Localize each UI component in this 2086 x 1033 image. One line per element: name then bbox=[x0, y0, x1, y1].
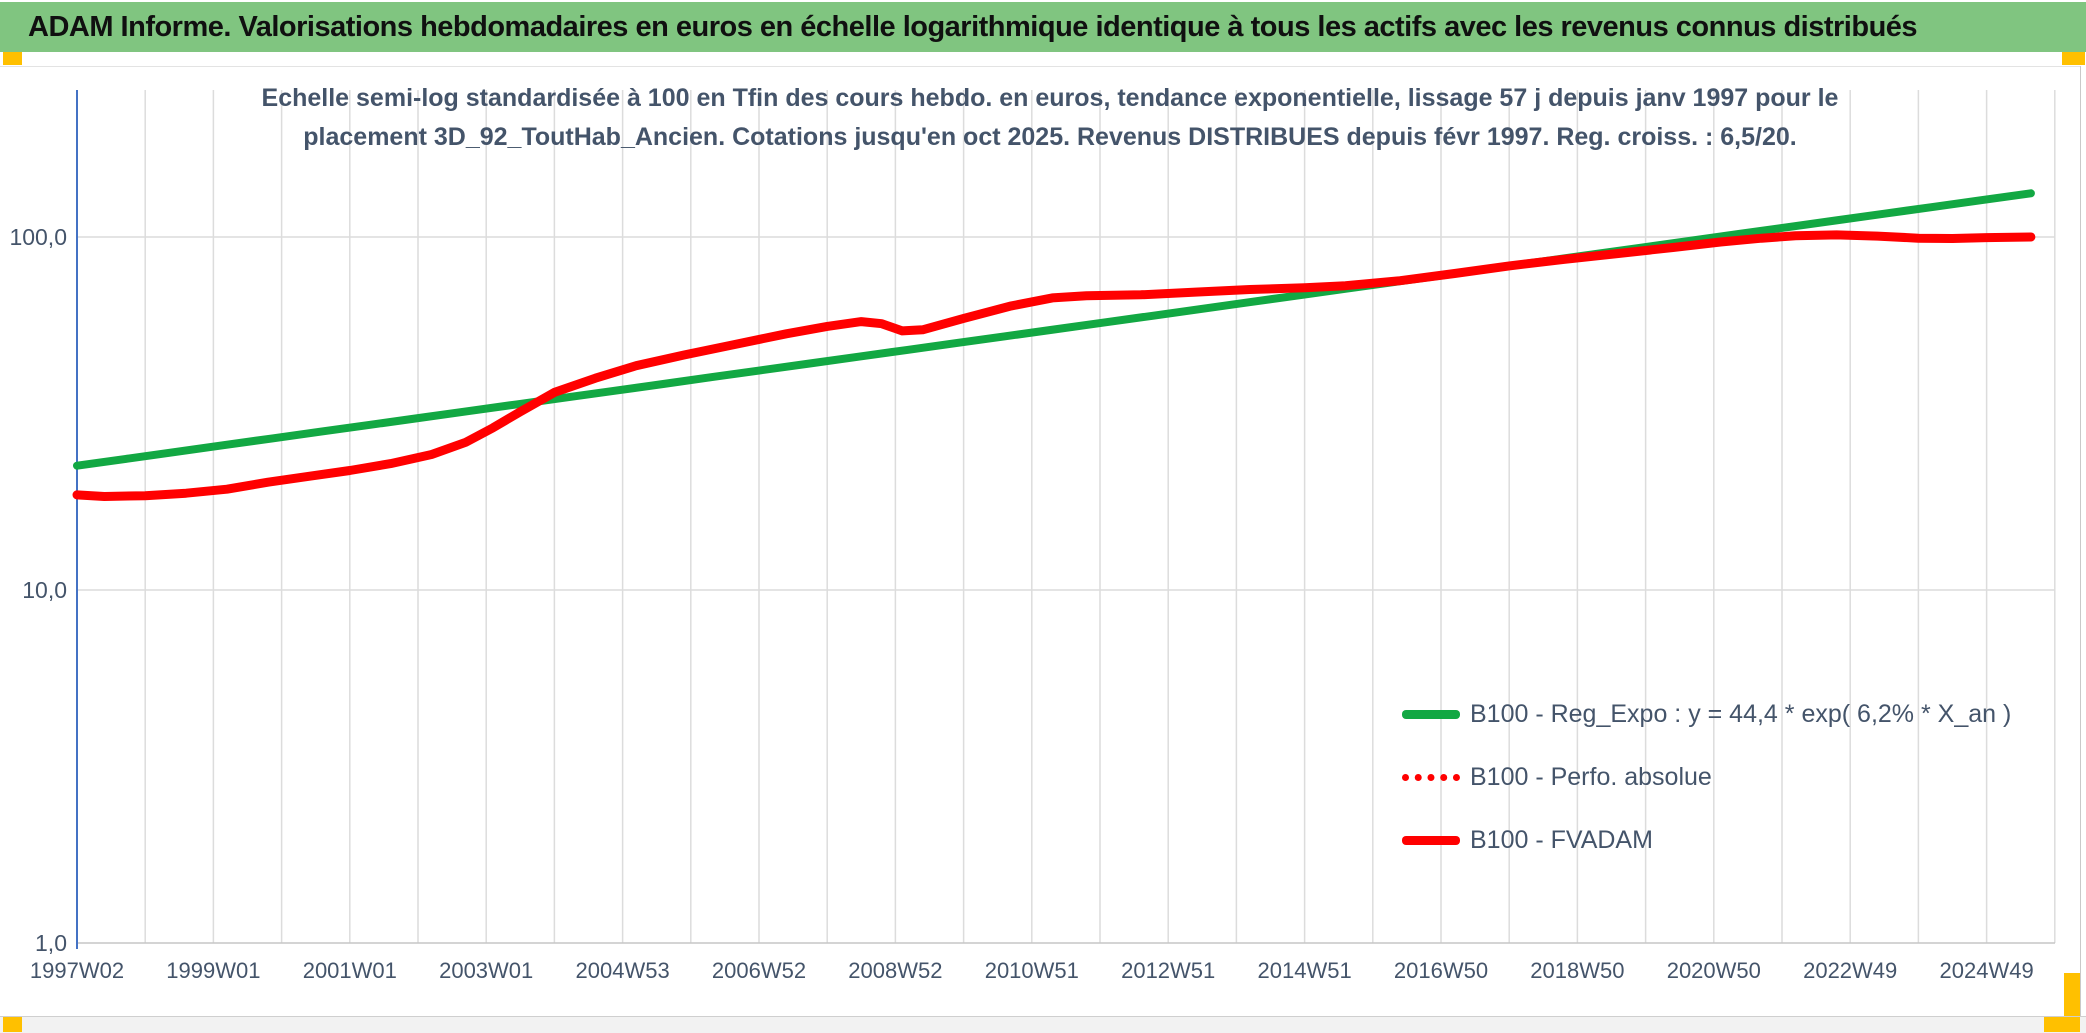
series-b100-reg-expo[interactable] bbox=[73, 189, 2035, 470]
svg-text:2022W49: 2022W49 bbox=[1803, 958, 1897, 983]
y-axis-labels: 100,0 10,0 1,0 bbox=[9, 224, 67, 956]
accent-top-right bbox=[2062, 52, 2085, 65]
svg-text:2014W51: 2014W51 bbox=[1258, 958, 1352, 983]
svg-text:2024W49: 2024W49 bbox=[1940, 958, 2034, 983]
svg-text:2001W01: 2001W01 bbox=[303, 958, 397, 983]
svg-text:2012W51: 2012W51 bbox=[1121, 958, 1215, 983]
svg-text:100,0: 100,0 bbox=[9, 224, 67, 250]
svg-text:1999W01: 1999W01 bbox=[166, 958, 260, 983]
chart-title: Echelle semi-log standardisée à 100 en T… bbox=[70, 79, 2030, 157]
svg-text:2003W01: 2003W01 bbox=[439, 958, 533, 983]
svg-text:2016W50: 2016W50 bbox=[1394, 958, 1488, 983]
svg-text:2020W50: 2020W50 bbox=[1667, 958, 1761, 983]
svg-text:2004W53: 2004W53 bbox=[576, 958, 670, 983]
window-right-border bbox=[2080, 66, 2081, 1016]
series-b100-perfo-absolue[interactable] bbox=[74, 231, 2034, 500]
legend-label: B100 - FVADAM bbox=[1470, 825, 1653, 854]
svg-text:2006W52: 2006W52 bbox=[712, 958, 806, 983]
legend-item[interactable]: B100 - Perfo. absolue bbox=[1402, 756, 2011, 798]
svg-text:2018W50: 2018W50 bbox=[1530, 958, 1624, 983]
series-b100-fvadam[interactable] bbox=[72, 230, 2036, 501]
legend-label: B100 - Reg_Expo : y = 44,4 * exp( 6,2% *… bbox=[1470, 699, 2012, 728]
legend-item[interactable]: B100 - Reg_Expo : y = 44,4 * exp( 6,2% *… bbox=[1402, 693, 2011, 735]
legend-item[interactable]: B100 - FVADAM bbox=[1402, 819, 2011, 861]
accent-bottom-right bbox=[2044, 1017, 2080, 1032]
svg-text:2010W51: 2010W51 bbox=[985, 958, 1079, 983]
svg-text:2008W52: 2008W52 bbox=[848, 958, 942, 983]
scrollbar-thumb[interactable] bbox=[2064, 973, 2080, 1016]
legend-label: B100 - Perfo. absolue bbox=[1470, 762, 1712, 791]
chart-title-line1: Echelle semi-log standardisée à 100 en T… bbox=[261, 84, 1839, 112]
legend-marker-dotted-line bbox=[1402, 773, 1460, 781]
legend-marker-line bbox=[1402, 835, 1460, 845]
x-axis-labels: 1997W02 1999W01 2001W01 2003W01 2004W53 2006W… bbox=[30, 958, 2034, 983]
chart-title-line2: placement 3D_92_ToutHab_Ancien. Cotation… bbox=[303, 123, 1797, 151]
svg-text:1997W02: 1997W02 bbox=[30, 958, 124, 983]
legend-marker-line bbox=[1402, 709, 1460, 719]
svg-text:1,0: 1,0 bbox=[35, 930, 67, 956]
legend: B100 - Reg_Expo : y = 44,4 * exp( 6,2% *… bbox=[1402, 693, 2011, 882]
svg-text:10,0: 10,0 bbox=[22, 577, 67, 603]
accent-bottom-left bbox=[3, 1017, 22, 1032]
header-bar: ADAM Informe. Valorisations hebdomadaire… bbox=[0, 2, 2086, 52]
accent-top-left bbox=[3, 52, 22, 65]
gridlines bbox=[77, 90, 2056, 944]
bottom-strip bbox=[0, 1016, 2086, 1033]
header-title: ADAM Informe. Valorisations hebdomadaire… bbox=[28, 10, 1918, 43]
content-top-border bbox=[0, 66, 2081, 67]
